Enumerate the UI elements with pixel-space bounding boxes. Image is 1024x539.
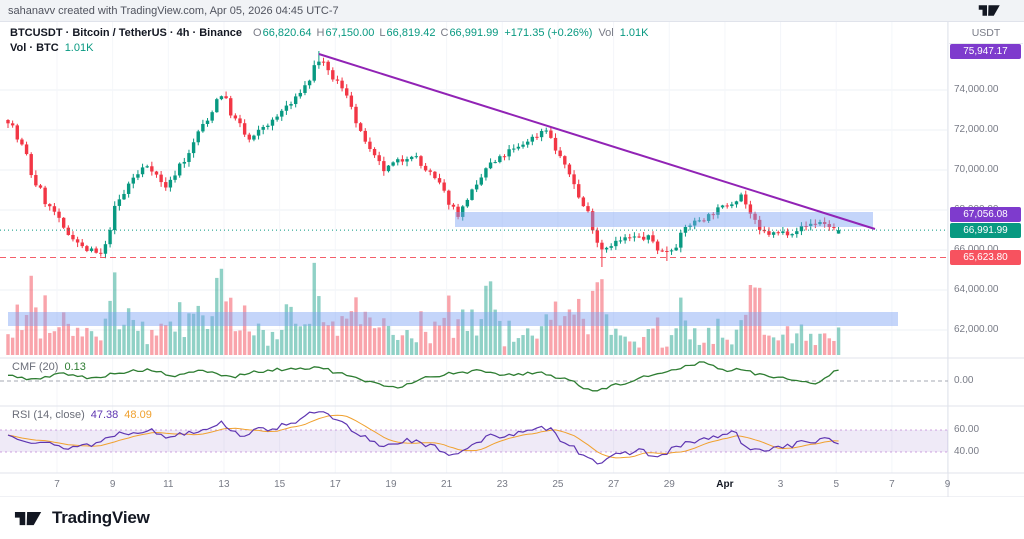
ohlc-value: 66,819.42 xyxy=(386,27,436,39)
ohlc-value: 67,150.00 xyxy=(325,27,375,39)
volume-zone xyxy=(8,312,898,326)
rsi-pane-label: RSI (14, close) 47.38 48.09 xyxy=(12,409,152,421)
descending-trendline xyxy=(318,53,876,230)
symbol-legend-row: BTCUSDT · Bitcoin / TetherUS · 4h · Bina… xyxy=(10,26,655,41)
volume-bars xyxy=(6,262,841,355)
rsi-ma-line xyxy=(7,414,839,459)
ohlc-value: 66,991.99 xyxy=(449,27,499,39)
attribution-bar: sahanavv created with TradingView.com, A… xyxy=(0,0,1024,22)
ohlc-key: C xyxy=(440,27,449,39)
ohlc-key: L xyxy=(379,27,386,39)
ohlc-values: O66,820.64 H67,150.00 L66,819.42 C66,991.99 xyxy=(248,27,498,39)
attribution-text: sahanavv created with TradingView.com, A… xyxy=(8,4,339,17)
chart-legend: BTCUSDT · Bitcoin / TetherUS · 4h · Bina… xyxy=(10,26,655,56)
symbol-title[interactable]: BTCUSDT · Bitcoin / TetherUS · 4h · Bina… xyxy=(10,27,243,39)
change-value: +171.35 (+0.26%) xyxy=(504,27,593,39)
rsi-ma-value: 48.09 xyxy=(124,409,152,421)
cmf-label[interactable]: CMF (20) xyxy=(12,361,59,373)
ohlc-key: O xyxy=(253,27,262,39)
rsi-line xyxy=(7,411,839,465)
volume-indicator-value: 1.01K xyxy=(64,42,94,54)
ohlc-key: H xyxy=(316,27,325,39)
brand-name[interactable]: TradingView xyxy=(52,508,150,527)
cmf-pane-label: CMF (20) 0.13 xyxy=(12,361,86,373)
rsi-label[interactable]: RSI (14, close) xyxy=(12,409,85,421)
volume-value: 1.01K xyxy=(619,27,649,39)
rsi-band xyxy=(0,430,948,452)
volume-label: Vol xyxy=(598,27,614,39)
cmf-line xyxy=(8,361,839,392)
tradingview-logo-icon xyxy=(978,5,1000,16)
rsi-value: 47.38 xyxy=(90,409,119,421)
cmf-value: 0.13 xyxy=(64,361,86,373)
candles xyxy=(6,51,841,267)
price-scale-currency[interactable]: USDT xyxy=(949,22,1023,44)
tradingview-logo[interactable] xyxy=(14,510,44,527)
volume-indicator-label[interactable]: Vol · BTC xyxy=(10,42,59,54)
footer: TradingView xyxy=(0,497,1024,539)
ohlc-value: 66,820.64 xyxy=(262,27,312,39)
resistance-zone xyxy=(455,212,873,227)
volume-legend-row: Vol · BTC 1.01K xyxy=(10,41,655,56)
